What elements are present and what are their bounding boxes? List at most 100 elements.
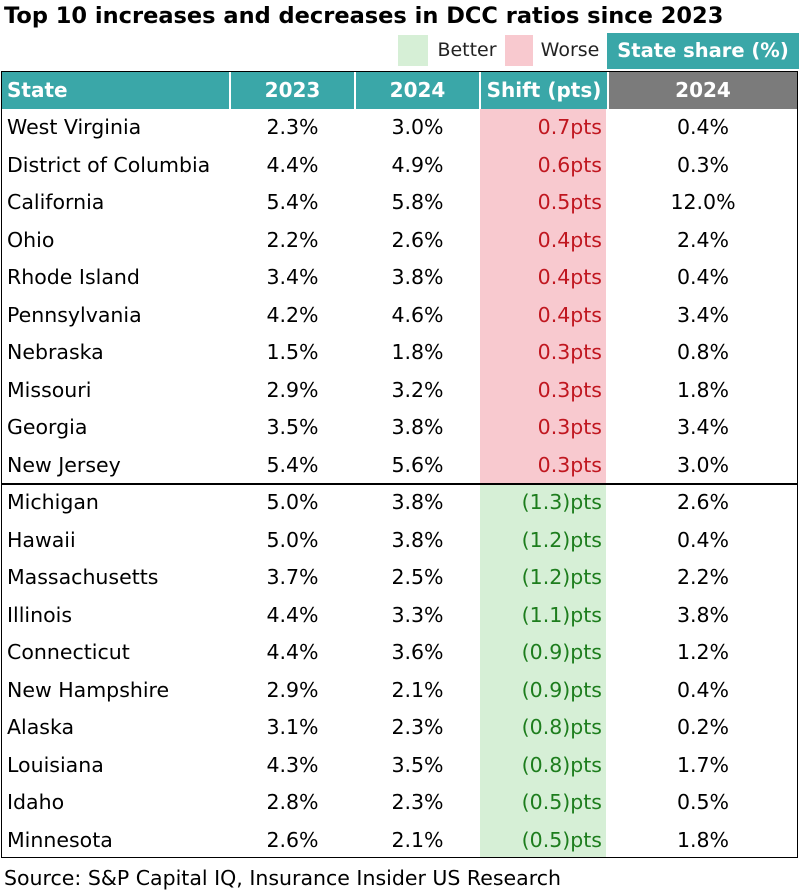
cell-share-2024: 1.8% xyxy=(676,377,730,402)
cell-2023: 2.3% xyxy=(266,115,319,139)
cell-share-2024: 3.4% xyxy=(676,302,730,327)
header-divider xyxy=(354,72,356,109)
dcc-table: State 2023 2024 Shift (pts) 2024 West Vi… xyxy=(1,71,798,858)
cell-share-2024: 0.2% xyxy=(676,715,730,739)
cell-share-2024: 0.4% xyxy=(676,677,730,702)
cell-share-2024: 1.8% xyxy=(676,827,730,852)
cell-2024: 1.8% xyxy=(391,340,444,364)
cell-2024: 2.5% xyxy=(391,565,444,589)
cell-share-2024: 1.2% xyxy=(676,640,730,664)
cell-state: Illinois xyxy=(7,602,73,627)
cell-state: Pennsylvania xyxy=(7,302,142,327)
header-share-2024: 2024 xyxy=(608,72,797,109)
cell-state: New Jersey xyxy=(7,452,121,477)
cell-share-2024: 3.8% xyxy=(676,602,730,627)
cell-share-2024: 0.4% xyxy=(676,115,730,139)
cell-share-2024: 0.8% xyxy=(676,340,730,364)
cell-share-2024: 1.7% xyxy=(676,752,730,777)
cell-state: Minnesota xyxy=(7,827,113,852)
cell-shift: (0.5)pts xyxy=(521,790,602,814)
cell-state: West Virginia xyxy=(7,115,142,139)
cell-2024: 2.3% xyxy=(391,790,444,814)
cell-state: Ohio xyxy=(7,227,55,252)
cell-2024: 3.2% xyxy=(391,377,444,402)
cell-2023: 5.4% xyxy=(266,190,319,214)
cell-2024: 3.8% xyxy=(391,490,444,514)
cell-share-2024: 2.6% xyxy=(676,490,730,514)
header-divider xyxy=(229,72,231,109)
cell-2023: 4.4% xyxy=(266,602,319,627)
cell-state: Hawaii xyxy=(7,527,76,552)
cell-2023: 2.6% xyxy=(266,827,319,852)
better-shift-background xyxy=(480,484,606,857)
cell-share-2024: 12.0% xyxy=(670,190,736,214)
header-divider xyxy=(479,72,481,109)
worse-shift-background xyxy=(480,109,606,484)
cell-2024: 3.5% xyxy=(391,752,444,777)
cell-2024: 2.1% xyxy=(391,827,444,852)
cell-shift: 0.7pts xyxy=(537,115,602,139)
cell-state: Missouri xyxy=(7,377,92,402)
cell-shift: (1.2)pts xyxy=(521,527,602,552)
header-shift: Shift (pts) xyxy=(480,72,608,109)
cell-shift: 0.4pts xyxy=(537,227,602,252)
cell-2023: 3.7% xyxy=(266,565,319,589)
cell-share-2024: 3.4% xyxy=(676,415,730,439)
cell-state: District of Columbia xyxy=(7,152,211,177)
cell-2023: 3.4% xyxy=(266,265,319,289)
legend-better-swatch xyxy=(398,35,428,66)
cell-shift: 0.4pts xyxy=(537,265,602,289)
cell-share-2024: 0.5% xyxy=(676,790,730,814)
cell-state: Connecticut xyxy=(7,640,130,664)
cell-shift: 0.3pts xyxy=(537,377,602,402)
cell-shift: (1.1)pts xyxy=(521,602,602,627)
cell-state: California xyxy=(7,190,105,214)
cell-state: Michigan xyxy=(7,490,99,514)
cell-2024: 3.3% xyxy=(391,602,444,627)
cell-shift: 0.4pts xyxy=(537,302,602,327)
cell-2024: 3.8% xyxy=(391,527,444,552)
cell-2023: 2.9% xyxy=(266,677,319,702)
cell-shift: (0.9)pts xyxy=(521,640,602,664)
cell-state: Louisiana xyxy=(7,752,104,777)
cell-2024: 2.3% xyxy=(391,715,444,739)
header-2024: 2024 xyxy=(355,72,480,109)
legend-worse-swatch xyxy=(505,35,533,66)
cell-shift: 0.6pts xyxy=(537,152,602,177)
cell-2024: 3.8% xyxy=(391,415,444,439)
cell-2024: 2.1% xyxy=(391,677,444,702)
cell-shift: (1.2)pts xyxy=(521,565,602,589)
cell-2023: 3.1% xyxy=(266,715,319,739)
cell-2024: 3.6% xyxy=(391,640,444,664)
cell-share-2024: 2.4% xyxy=(676,227,730,252)
cell-2023: 5.0% xyxy=(266,527,319,552)
cell-state: Rhode Island xyxy=(7,265,140,289)
page-title: Top 10 increases and decreases in DCC ra… xyxy=(4,3,724,29)
cell-2024: 5.8% xyxy=(391,190,444,214)
cell-share-2024: 3.0% xyxy=(676,452,730,477)
cell-2024: 5.6% xyxy=(391,452,444,477)
cell-2024: 2.6% xyxy=(391,227,444,252)
cell-state: Alaska xyxy=(7,715,75,739)
cell-shift: 0.3pts xyxy=(537,452,602,477)
cell-2023: 5.4% xyxy=(266,452,319,477)
cell-state: Massachusetts xyxy=(7,565,159,589)
cell-share-2024: 0.3% xyxy=(676,152,730,177)
header-2023: 2023 xyxy=(230,72,355,109)
cell-shift: (0.5)pts xyxy=(521,827,602,852)
cell-share-2024: 0.4% xyxy=(676,527,730,552)
cell-2023: 1.5% xyxy=(266,340,319,364)
cell-2023: 4.3% xyxy=(266,752,319,777)
cell-2024: 4.6% xyxy=(391,302,444,327)
cell-state: Nebraska xyxy=(7,340,104,364)
section-divider xyxy=(2,483,797,485)
cell-2023: 4.4% xyxy=(266,640,319,664)
cell-shift: 0.3pts xyxy=(537,340,602,364)
cell-shift: (0.8)pts xyxy=(521,752,602,777)
cell-2024: 3.0% xyxy=(391,115,444,139)
cell-share-2024: 2.2% xyxy=(676,565,730,589)
cell-shift: (0.8)pts xyxy=(521,715,602,739)
cell-2023: 5.0% xyxy=(266,490,319,514)
cell-2023: 2.2% xyxy=(266,227,319,252)
cell-share-2024: 0.4% xyxy=(676,265,730,289)
